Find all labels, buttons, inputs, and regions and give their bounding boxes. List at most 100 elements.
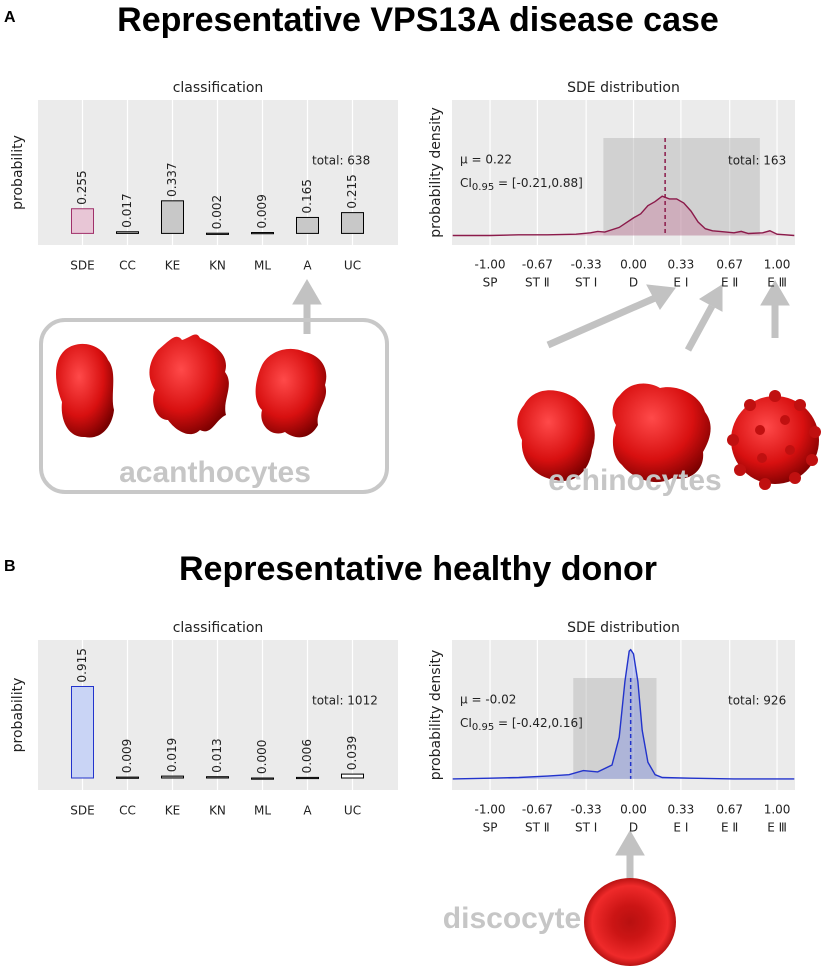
bar — [251, 777, 274, 780]
x-tick-label: ML — [254, 259, 271, 273]
x-tick-label: 0.67 — [716, 803, 743, 817]
x-tick-name: E Ⅱ — [721, 276, 738, 290]
bar — [71, 208, 94, 234]
x-tick-label: SDE — [70, 259, 94, 273]
x-tick-label: 0.67 — [716, 258, 743, 272]
x-tick-label: A — [303, 259, 312, 273]
data-label: 0.009 — [255, 194, 269, 228]
x-tick-label: 0.33 — [668, 803, 695, 817]
x-tick-label: KE — [165, 804, 180, 818]
bar — [116, 776, 139, 779]
bar — [161, 200, 184, 234]
chart-title: SDE distribution — [567, 80, 680, 96]
density-line — [452, 648, 795, 780]
x-tick-label: -1.00 — [475, 803, 506, 817]
cells — [56, 334, 821, 966]
ci-sub: 0.95 — [472, 722, 494, 733]
bar — [71, 686, 94, 779]
x-tick-label: SDE — [70, 804, 94, 818]
x-tick-name: E Ⅰ — [673, 821, 688, 835]
x-tick-label: UC — [344, 259, 361, 273]
x-tick-name: E Ⅰ — [673, 276, 688, 290]
data-label: 0.337 — [165, 162, 179, 196]
bar — [296, 776, 319, 780]
plot-area — [452, 640, 795, 790]
x-tick-name: E Ⅱ — [721, 821, 738, 835]
data-label: 0.006 — [300, 739, 314, 773]
data-label: 0.013 — [210, 738, 224, 772]
data-label: 0.000 — [255, 740, 269, 774]
data-label: 0.039 — [345, 736, 359, 770]
x-tick-name: D — [629, 821, 638, 835]
panel-label: B — [4, 558, 16, 575]
y-axis-label: probability — [10, 678, 26, 753]
data-label: 0.017 — [120, 193, 134, 227]
x-tick-name: ST Ⅱ — [525, 276, 550, 290]
data-label: 0.915 — [75, 648, 89, 682]
x-tick-label: -0.33 — [571, 258, 602, 272]
bar — [296, 216, 319, 234]
ci-text: = [-0.21,0.88] — [494, 176, 583, 190]
x-tick-label: 0.00 — [620, 258, 647, 272]
x-tick-name: E Ⅲ — [767, 276, 787, 290]
data-label: 0.002 — [210, 195, 224, 229]
x-tick-label: CC — [119, 259, 136, 273]
x-tick-label: KN — [209, 259, 226, 273]
annotation: total: 638 — [312, 154, 370, 168]
data-label: 0.255 — [75, 170, 89, 204]
bar — [161, 775, 184, 779]
x-tick-label: -0.33 — [571, 803, 602, 817]
cell-label: echinocytes — [548, 464, 721, 497]
x-tick-label: CC — [119, 804, 136, 818]
x-tick-label: KN — [209, 804, 226, 818]
data-label: 0.009 — [120, 739, 134, 773]
y-axis-label: probability density — [428, 650, 444, 780]
x-tick-label: ML — [254, 804, 271, 818]
ci-sub: 0.95 — [472, 182, 494, 193]
bar — [341, 212, 364, 234]
ci-band — [603, 138, 760, 236]
x-tick-label: 1.00 — [764, 258, 791, 272]
chart-title: classification — [173, 620, 264, 636]
panel-label: A — [4, 9, 16, 26]
x-tick-name: SP — [483, 276, 498, 290]
density-area — [452, 649, 795, 779]
mean-label: μ = 0.22 — [460, 153, 512, 167]
x-tick-label: KE — [165, 259, 180, 273]
data-label: 0.019 — [165, 738, 179, 772]
cell-label: acanthocytes — [119, 456, 311, 489]
x-tick-label: 0.33 — [668, 258, 695, 272]
bar — [206, 232, 229, 235]
panel-title: Representative VPS13A disease case — [117, 1, 719, 39]
ci-text: CI — [460, 176, 472, 190]
annotation: total: 163 — [728, 154, 786, 168]
ci-label: CI0.95 = [-0.21,0.88] — [460, 176, 583, 194]
mean-label: μ = -0.02 — [460, 693, 516, 707]
x-tick-name: ST Ⅱ — [525, 821, 550, 835]
x-tick-label: A — [303, 804, 312, 818]
y-axis-label: probability density — [428, 107, 444, 237]
data-label: 0.165 — [300, 179, 314, 213]
density-area — [452, 196, 795, 236]
ci-text: = [-0.42,0.16] — [494, 716, 583, 730]
bar — [116, 231, 139, 234]
arrows — [292, 279, 790, 882]
x-tick-label: UC — [344, 804, 361, 818]
ci-label: CI0.95 = [-0.42,0.16] — [460, 716, 583, 734]
y-axis-label: probability — [10, 135, 26, 210]
density-line — [452, 195, 795, 237]
bar — [206, 776, 229, 779]
x-tick-label: 1.00 — [764, 803, 791, 817]
chart-title: classification — [173, 80, 264, 96]
x-tick-label: -1.00 — [475, 258, 506, 272]
annotation: total: 926 — [728, 694, 786, 708]
bar — [341, 773, 364, 779]
x-tick-name: SP — [483, 821, 498, 835]
x-tick-label: -0.67 — [522, 258, 553, 272]
x-tick-label: 0.00 — [620, 803, 647, 817]
x-tick-label: -0.67 — [522, 803, 553, 817]
panel-title: Representative healthy donor — [179, 550, 657, 588]
x-tick-name: ST Ⅰ — [575, 276, 597, 290]
data-label: 0.215 — [345, 174, 359, 208]
